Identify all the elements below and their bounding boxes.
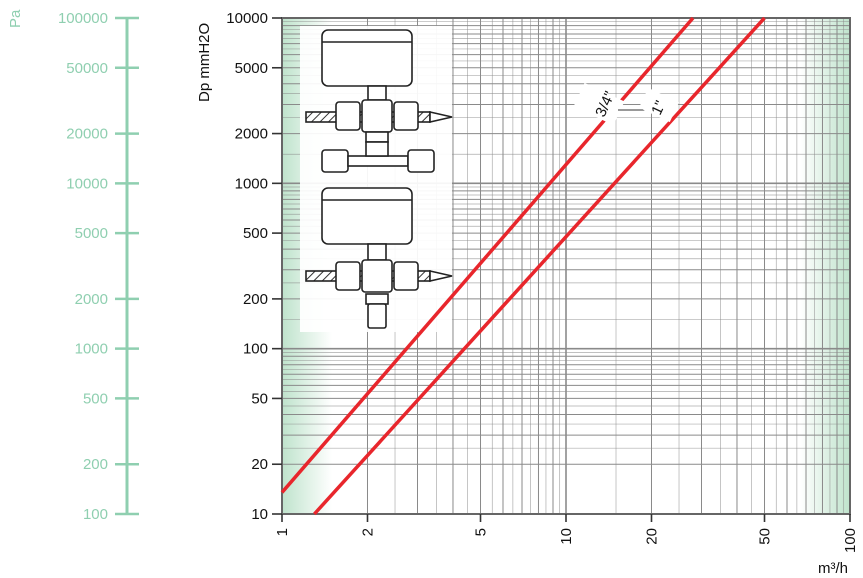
pa-tick-label: 10000 [66, 175, 108, 192]
valve-assembly-icon [305, 29, 453, 329]
mm-axis: Dp mmH2O 10 20 50 100 200 500 1000 2000 5000 1000… [196, 10, 282, 523]
pa-tick-label: 20000 [66, 126, 108, 143]
pa-tick-label: 100 [83, 506, 108, 523]
pa-tick-label: 2000 [75, 291, 108, 308]
pa-tick-label: 100000 [58, 10, 108, 27]
curves [280, 16, 766, 516]
x-tick-label: 2 [359, 528, 376, 536]
series-line-1 [313, 16, 766, 516]
valve-assembly-illustration [300, 26, 453, 332]
pa-tick-label: 50000 [66, 60, 108, 77]
y-tick-label: 200 [243, 291, 268, 308]
x-axis: m³/h 1 2 5 10 20 50 100 [274, 514, 859, 577]
series-labels: 3/4" 1" [573, 82, 680, 126]
y-tick-label: 20 [251, 456, 268, 473]
series-label-1: 1" [648, 98, 669, 118]
pa-axis-label: Pa [7, 9, 24, 28]
y-tick-label: 2000 [235, 126, 268, 143]
y-tick-label: 10000 [226, 10, 268, 27]
x-tick-label: 5 [473, 528, 490, 536]
y-tick-label: 50 [251, 390, 268, 407]
y-tick-label: 500 [243, 225, 268, 242]
x-tick-label: 20 [643, 528, 660, 545]
x-tick-label: 100 [842, 528, 859, 553]
pa-tick-label: 1000 [75, 341, 108, 358]
series-line-0 [280, 16, 695, 494]
x-tick-label: 1 [274, 528, 291, 536]
y-axis-label: Dp mmH2O [196, 23, 213, 102]
pa-tick-label: 5000 [75, 225, 108, 242]
x-axis-label: m³/h [818, 560, 848, 577]
pa-axis: Pa 100 200 500 1000 2000 5000 10000 20000 50000 1… [7, 9, 139, 523]
pa-tick-label: 200 [83, 456, 108, 473]
x-tick-label: 10 [558, 528, 575, 545]
pa-tick-label: 500 [83, 390, 108, 407]
y-tick-label: 5000 [235, 60, 268, 77]
y-tick-label: 100 [243, 341, 268, 358]
y-tick-label: 1000 [235, 175, 268, 192]
x-tick-label: 50 [757, 528, 774, 545]
y-tick-label: 10 [251, 506, 268, 523]
